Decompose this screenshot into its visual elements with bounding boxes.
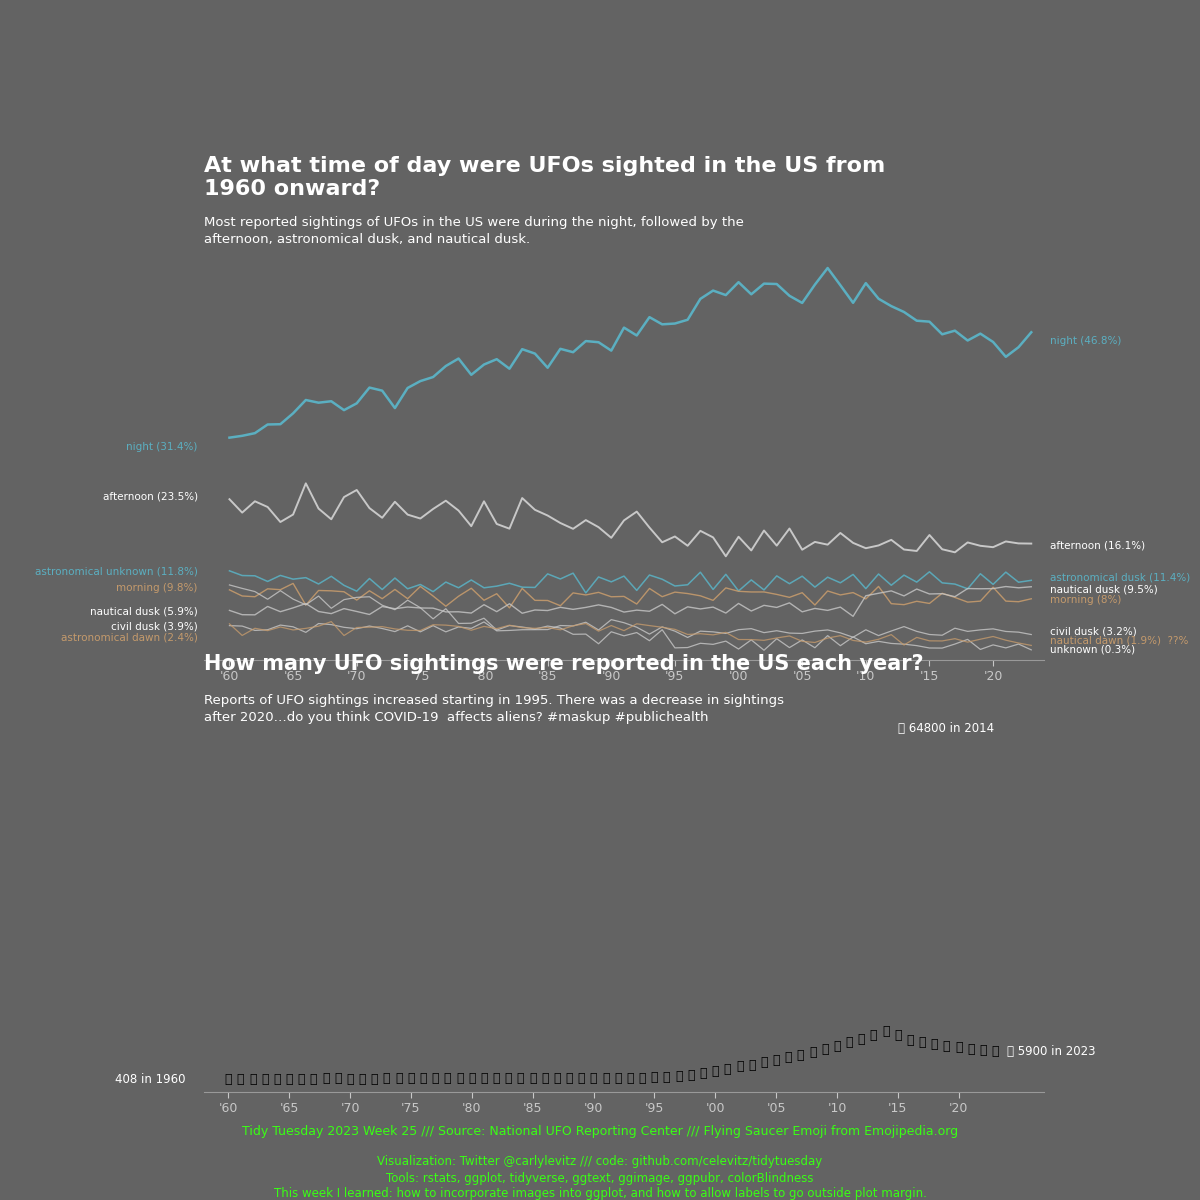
Text: 🛸: 🛸 <box>322 1073 330 1086</box>
Text: 🛸: 🛸 <box>724 1063 731 1075</box>
Text: 🛸: 🛸 <box>310 1073 317 1086</box>
Text: nautical dusk (9.5%): nautical dusk (9.5%) <box>1050 584 1158 595</box>
Text: 🛸: 🛸 <box>676 1069 683 1082</box>
Text: 🛸: 🛸 <box>712 1064 719 1078</box>
Text: Tools: rstats, ggplot, tidyverse, ggtext, ggimage, ggpubr, colorBlindness: Tools: rstats, ggplot, tidyverse, ggtext… <box>386 1172 814 1184</box>
Text: 🛸 5900 in 2023: 🛸 5900 in 2023 <box>1008 1044 1096 1057</box>
Text: 🛸: 🛸 <box>590 1072 598 1085</box>
Text: 🛸: 🛸 <box>468 1073 475 1085</box>
Text: 🛸: 🛸 <box>967 1043 974 1056</box>
Text: 🛸: 🛸 <box>541 1073 548 1085</box>
Text: 🛸: 🛸 <box>456 1072 463 1085</box>
Text: 🛸: 🛸 <box>650 1072 658 1085</box>
Text: morning (9.8%): morning (9.8%) <box>116 583 198 593</box>
Text: 🛸: 🛸 <box>821 1043 829 1056</box>
Text: 🛸: 🛸 <box>517 1073 524 1085</box>
Text: 🛸: 🛸 <box>407 1073 415 1085</box>
Text: 🛸: 🛸 <box>785 1051 792 1064</box>
Text: 🛸: 🛸 <box>991 1044 1000 1057</box>
Text: astronomical unknown (11.8%): astronomical unknown (11.8%) <box>35 566 198 577</box>
Text: Visualization: Twitter @carlylevitz /// code: github.com/celevitz/tidytuesday: Visualization: Twitter @carlylevitz /// … <box>377 1156 823 1168</box>
Text: 🛸: 🛸 <box>577 1072 586 1085</box>
Text: 🛸: 🛸 <box>918 1037 926 1049</box>
Text: 🛸: 🛸 <box>870 1028 877 1042</box>
Text: This week I learned: how to incorporate images into ggplot, and how to allow lab: This week I learned: how to incorporate … <box>274 1188 926 1200</box>
Text: 🛸: 🛸 <box>943 1040 950 1052</box>
Text: Reports of UFO sightings increased starting in 1995. There was a decrease in sig: Reports of UFO sightings increased start… <box>204 694 784 724</box>
Text: At what time of day were UFOs sighted in the US from
1960 onward?: At what time of day were UFOs sighted in… <box>204 156 886 199</box>
Text: 🛸: 🛸 <box>286 1073 293 1086</box>
Text: 🛸: 🛸 <box>833 1040 841 1052</box>
Text: 🛸: 🛸 <box>492 1073 500 1085</box>
Text: 🛸: 🛸 <box>736 1060 744 1073</box>
Text: 🛸: 🛸 <box>334 1073 342 1086</box>
Text: 🛸: 🛸 <box>955 1042 962 1055</box>
Text: 🛸: 🛸 <box>347 1073 354 1086</box>
Text: 🛸: 🛸 <box>894 1030 901 1043</box>
Text: 🛸: 🛸 <box>931 1038 938 1051</box>
Text: 🛸 64800 in 2014: 🛸 64800 in 2014 <box>898 722 994 736</box>
Text: 🛸: 🛸 <box>553 1072 560 1085</box>
Text: Tidy Tuesday 2023 Week 25 /// Source: National UFO Reporting Center /// Flying S: Tidy Tuesday 2023 Week 25 /// Source: Na… <box>242 1126 958 1138</box>
Text: 🛸: 🛸 <box>529 1073 536 1085</box>
Text: 🛸: 🛸 <box>359 1073 366 1086</box>
Text: nautical dawn (1.9%)  ??%: nautical dawn (1.9%) ??% <box>1050 636 1189 646</box>
Text: 🛸: 🛸 <box>882 1025 889 1038</box>
Text: 🛸: 🛸 <box>614 1072 622 1085</box>
Text: 🛸: 🛸 <box>700 1067 707 1080</box>
Text: night (46.8%): night (46.8%) <box>1050 336 1122 347</box>
Text: 🛸: 🛸 <box>906 1033 914 1046</box>
Text: nautical dusk (5.9%): nautical dusk (5.9%) <box>90 607 198 617</box>
Text: 408 in 1960: 408 in 1960 <box>115 1073 186 1086</box>
Text: 🛸: 🛸 <box>809 1046 816 1060</box>
Text: astronomical dawn (2.4%): astronomical dawn (2.4%) <box>61 632 198 642</box>
Text: unknown (0.3%): unknown (0.3%) <box>1050 646 1135 655</box>
Text: 🛸: 🛸 <box>224 1073 232 1086</box>
Text: 🛸: 🛸 <box>979 1044 986 1057</box>
Text: 🛸: 🛸 <box>626 1072 634 1085</box>
Text: 🛸: 🛸 <box>371 1073 378 1086</box>
Text: 🛸: 🛸 <box>688 1069 695 1081</box>
Text: How many UFO sightings were reported in the US each year?: How many UFO sightings were reported in … <box>204 654 924 674</box>
Text: 🛸: 🛸 <box>858 1032 865 1045</box>
Text: 🛸: 🛸 <box>444 1072 451 1085</box>
Text: 🛸: 🛸 <box>662 1070 671 1084</box>
Text: 🛸: 🛸 <box>383 1073 390 1086</box>
Text: Most reported sightings of UFOs in the US were during the night, followed by the: Most reported sightings of UFOs in the U… <box>204 216 744 246</box>
Text: 🛸: 🛸 <box>761 1056 768 1069</box>
Text: civil dusk (3.9%): civil dusk (3.9%) <box>110 622 198 631</box>
Text: morning (8%): morning (8%) <box>1050 595 1122 605</box>
Text: 🛸: 🛸 <box>419 1073 427 1085</box>
Text: 🛸: 🛸 <box>298 1073 305 1086</box>
Text: 🛸: 🛸 <box>773 1054 780 1067</box>
Text: 🛸: 🛸 <box>262 1073 269 1086</box>
Text: night (31.4%): night (31.4%) <box>126 442 198 451</box>
Text: 🛸: 🛸 <box>638 1072 646 1085</box>
Text: 🛸: 🛸 <box>395 1073 402 1086</box>
Text: afternoon (23.5%): afternoon (23.5%) <box>102 492 198 502</box>
Text: 🛸: 🛸 <box>846 1037 853 1049</box>
Text: 🛸: 🛸 <box>565 1072 572 1085</box>
Text: 🛸: 🛸 <box>797 1049 804 1062</box>
Text: 🛸: 🛸 <box>748 1058 756 1072</box>
Text: 🛸: 🛸 <box>236 1073 245 1086</box>
Text: 🛸: 🛸 <box>480 1073 487 1085</box>
Text: 🛸: 🛸 <box>432 1073 439 1085</box>
Text: 🛸: 🛸 <box>602 1072 610 1085</box>
Text: 🛸: 🛸 <box>504 1073 512 1085</box>
Text: afternoon (16.1%): afternoon (16.1%) <box>1050 541 1146 551</box>
Text: astronomical dusk (11.4%): astronomical dusk (11.4%) <box>1050 572 1190 582</box>
Text: 🛸: 🛸 <box>248 1073 257 1086</box>
Text: 🛸: 🛸 <box>274 1073 281 1086</box>
Text: civil dusk (3.2%): civil dusk (3.2%) <box>1050 626 1138 637</box>
